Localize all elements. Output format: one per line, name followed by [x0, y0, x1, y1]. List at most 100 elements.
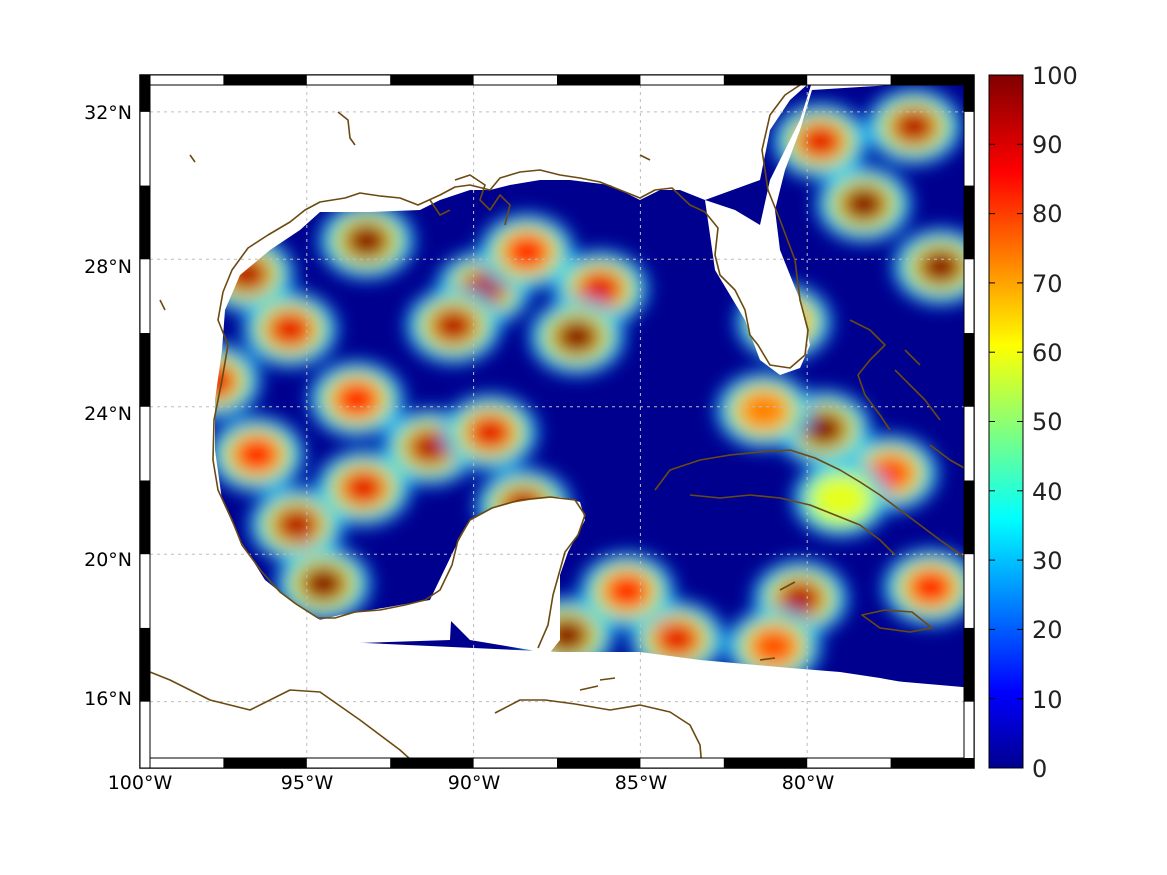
- colorbar-tick-label: 10: [1032, 686, 1063, 714]
- frame-segment: [140, 185, 150, 260]
- heatmap-cell: [335, 382, 379, 417]
- frame-segment: [964, 75, 974, 112]
- coastline-texas-lakes: [159, 111, 651, 311]
- coastline-jamaica: [861, 609, 933, 633]
- heatmap-hotspot: [479, 213, 575, 290]
- heatmap-cell: [432, 308, 475, 343]
- heatmap-hotspot: [866, 88, 962, 165]
- frame-segment: [223, 75, 307, 85]
- colorbar-tick-label: 0: [1032, 755, 1047, 783]
- frame-segment: [390, 75, 474, 85]
- frame-segment: [140, 75, 150, 112]
- heatmap-field: [140, 75, 974, 768]
- colorbar-tick-label: 60: [1032, 339, 1063, 367]
- coastline-islands-south: [579, 581, 796, 691]
- heatmap-cell: [799, 124, 842, 159]
- colorbar-tick-label: 30: [1032, 547, 1063, 575]
- heatmap-cell: [779, 581, 822, 616]
- x-tick-label: 95°W: [281, 772, 334, 794]
- heatmap-cell: [762, 304, 806, 339]
- heatmap-cell: [192, 363, 235, 398]
- heatmap-hotspot: [773, 103, 869, 180]
- frame-segment: [964, 333, 974, 407]
- colorbar-tick-label: 70: [1032, 270, 1063, 298]
- colorbar-tick-label: 100: [1032, 62, 1078, 90]
- colorbar-tick-label: 50: [1032, 408, 1063, 436]
- frame-segment: [140, 480, 150, 555]
- coastline-honduras: [494, 699, 703, 769]
- colorbar-tick-label: 80: [1032, 200, 1063, 228]
- map-frame: [139, 74, 975, 769]
- frame-segment: [557, 75, 641, 85]
- colorbar-tick-label: 90: [1032, 131, 1063, 159]
- heatmap-hotspot: [579, 553, 675, 630]
- heatmap-cell: [345, 223, 389, 258]
- heatmap-hotspot: [309, 361, 405, 438]
- heatmap-cell: [919, 249, 962, 284]
- frame-segment: [140, 627, 150, 702]
- heatmap-cell: [802, 411, 846, 446]
- heatmap-hotspot: [816, 166, 912, 243]
- heatmap-hotspot: [716, 372, 812, 449]
- coastline-cuba: [654, 449, 969, 561]
- x-tick-label: 100°W: [108, 772, 173, 794]
- x-tick-label: 90°W: [448, 772, 501, 794]
- heatmap-cell: [545, 618, 589, 653]
- heatmap-hotspot: [249, 486, 345, 563]
- y-tick-label: 16°N: [84, 688, 132, 710]
- heatmap-cell: [892, 109, 936, 144]
- heatmap-cell: [909, 570, 952, 605]
- heatmap-cell: [842, 187, 886, 222]
- heatmap-cell: [469, 415, 512, 450]
- frame-segment: [890, 758, 974, 768]
- heatmap-hotspot: [893, 228, 974, 305]
- colorbar: 100 90 80 70 60 50 40 30 20 10 0: [988, 62, 1078, 783]
- heatmap-cell: [275, 507, 319, 542]
- frame-segment: [964, 627, 974, 702]
- y-tick-label: 32°N: [84, 102, 132, 124]
- x-axis: 100°W 95°W 90°W 85°W 80°W: [108, 772, 835, 794]
- heatmap-hotspot: [476, 468, 572, 545]
- frame-segment: [723, 758, 808, 768]
- heatmap-cell: [268, 312, 312, 347]
- coastline-gulf-west: [212, 291, 586, 649]
- heatmap-cell: [505, 234, 549, 269]
- heatmap-cell: [342, 470, 385, 505]
- frame-segment: [964, 480, 974, 555]
- heatmap-hotspot: [883, 549, 974, 626]
- frame-segment: [890, 75, 974, 85]
- heatmap-hotspot: [316, 449, 412, 526]
- heatmap-cell: [555, 319, 599, 354]
- heatmap-cell: [752, 629, 796, 664]
- y-tick-label: 20°N: [84, 549, 132, 571]
- heatmap-hotspot: [275, 545, 371, 622]
- frame-segment: [390, 758, 474, 768]
- heatmap-hotspot: [165, 342, 261, 419]
- heatmap-hotspot: [319, 202, 415, 279]
- heatmap-hotspot: [726, 608, 822, 685]
- frame-segment: [557, 758, 641, 768]
- heatmap-cell: [819, 481, 862, 516]
- heatmap-hotspot: [442, 394, 538, 471]
- y-tick-label: 28°N: [84, 256, 132, 278]
- coastlines: [139, 75, 973, 769]
- heatmap-cell: [655, 621, 699, 656]
- heatmap-cell: [225, 257, 269, 292]
- coastline-central-america: [139, 667, 421, 769]
- frame-segment: [223, 758, 307, 768]
- heatmap-hotspot: [529, 298, 625, 375]
- frame-segment: [964, 185, 974, 260]
- heatmap-cell: [302, 566, 345, 601]
- y-axis: 32°N 28°N 24°N 20°N 16°N: [84, 102, 132, 710]
- heatmap-cell: [235, 437, 279, 472]
- heatmap-hotspot: [209, 416, 305, 493]
- x-tick-label: 85°W: [615, 772, 668, 794]
- frame-segment: [723, 75, 808, 85]
- heatmap-hotspot: [736, 283, 832, 360]
- heatmap-hotspot: [519, 597, 615, 674]
- coastline-mississippi-delta: [429, 174, 511, 226]
- heatmap-hotspot: [793, 460, 889, 537]
- heatmap-hotspot: [406, 287, 502, 364]
- heatmap-cell: [605, 574, 649, 609]
